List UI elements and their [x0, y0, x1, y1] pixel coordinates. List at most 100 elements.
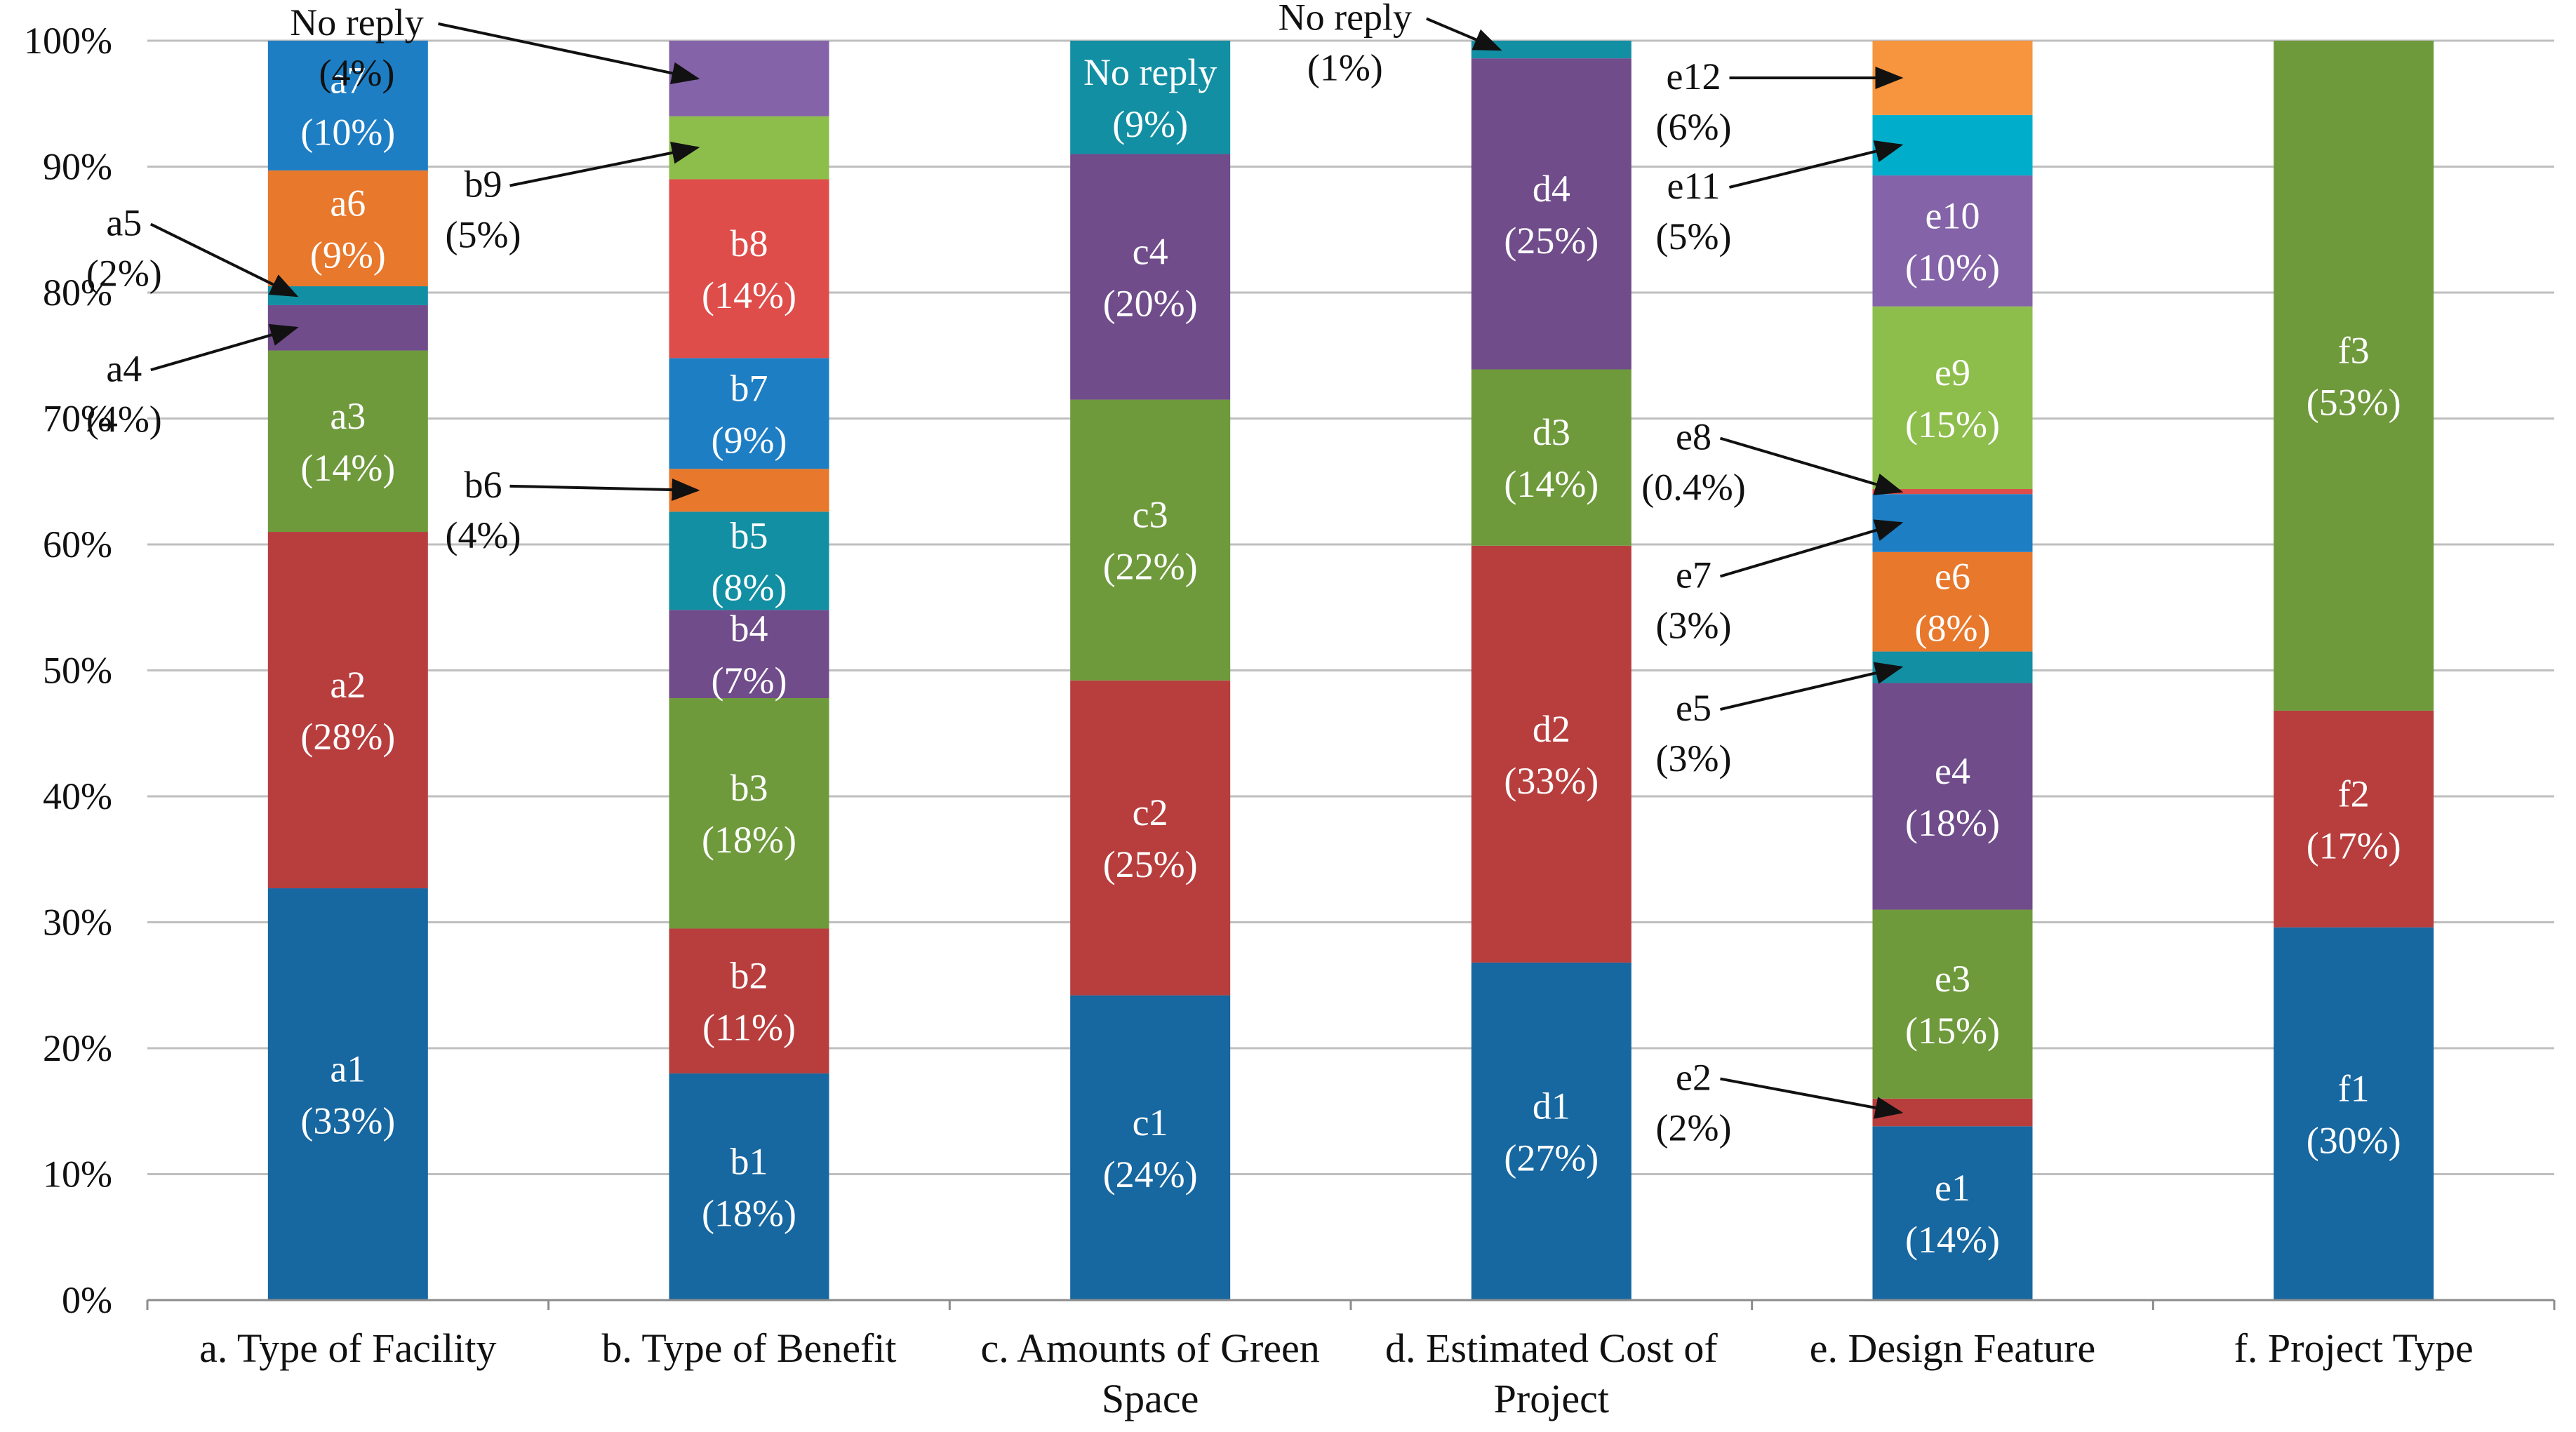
callout-name-label: No reply: [1279, 0, 1412, 39]
category-label: b. Type of Benefit: [601, 1325, 896, 1371]
callout-name-label: b6: [465, 464, 502, 506]
callout-name-label: e12: [1667, 55, 1721, 98]
bar-segment: [1471, 41, 1631, 59]
bar-segment: [669, 358, 829, 469]
callout-percent-label: (4%): [446, 514, 521, 556]
segment-percent-label: (22%): [1103, 546, 1198, 588]
callout-name-label: No reply: [290, 1, 423, 44]
callout-name-label: e8: [1676, 416, 1711, 458]
callout-arrow: [1720, 1077, 1904, 1119]
gridlines: [147, 39, 2554, 1175]
bar-segment: [1872, 1126, 2033, 1300]
bar-segment: [1070, 995, 1231, 1300]
bar-stack: b1 (18%) b2 (11%) b3 (18%) b4 (7%) b5 (8%) b7 (9%) b…: [669, 41, 829, 1300]
segment-name-label: a7: [330, 59, 366, 101]
segment-percent-label: (24%): [1103, 1153, 1198, 1196]
segment-name-label: a6: [330, 182, 366, 224]
callout-annotation: e8 (0.4%): [1641, 416, 1904, 509]
y-tick-label: 30%: [43, 902, 112, 944]
callout-percent-label: (2%): [86, 252, 162, 294]
bar-segment: [1070, 399, 1231, 681]
bar-segment: [1070, 680, 1231, 996]
segment-name-label: e1: [1935, 1167, 1970, 1209]
bar-segment: [669, 610, 829, 698]
bar-segment: [1471, 369, 1631, 546]
callout-percent-label: (3%): [1656, 604, 1732, 646]
callout-name-label: e7: [1676, 554, 1711, 596]
segment-percent-label: (14%): [1504, 463, 1599, 505]
callout-name-label: e5: [1676, 687, 1711, 729]
callout-arrow: [438, 22, 700, 85]
segment-percent-label: (18%): [702, 819, 796, 861]
callout-arrow: [1729, 140, 1904, 189]
segment-name-label: d3: [1533, 411, 1570, 453]
callout-percent-label: (3%): [1656, 737, 1732, 779]
callout-annotation: No reply (4%): [290, 1, 700, 94]
segment-percent-label: (11%): [702, 1007, 796, 1049]
segment-percent-label: (18%): [702, 1192, 796, 1234]
segment-percent-label: (53%): [2307, 381, 2401, 423]
segment-percent-label: (27%): [1504, 1137, 1599, 1179]
segment-name-label: b2: [730, 955, 768, 997]
callout-name-label: a5: [106, 201, 142, 243]
y-tick-label: 80%: [43, 272, 112, 314]
bar-segment: [669, 511, 829, 610]
segment-name-label: e6: [1935, 556, 1970, 598]
bar-segment: [669, 697, 829, 929]
bar-stack: f1 (30%) f2 (17%) f3 (53%): [2274, 41, 2434, 1300]
segment-name-label: a3: [330, 395, 366, 437]
segment-percent-label: (9%): [310, 234, 386, 276]
bar-segment: [1872, 551, 2033, 652]
bar-segment: [2274, 710, 2434, 928]
bar-segment: [1471, 962, 1631, 1300]
segment-name-label: f3: [2338, 329, 2370, 371]
category-label: f. Project Type: [2234, 1325, 2474, 1371]
bar-segment: [669, 179, 829, 359]
bar-segment: [1872, 306, 2033, 490]
callout-annotation: e11 (5%): [1656, 140, 1904, 257]
bar-segment: [267, 170, 428, 287]
segment-percent-label: (18%): [1905, 802, 2000, 844]
segment-name-label: b1: [730, 1140, 768, 1182]
segment-name-label: b4: [730, 608, 768, 650]
callout-percent-label: (6%): [1656, 106, 1732, 148]
segment-name-label: e10: [1926, 194, 1980, 236]
bar-segment: [2274, 41, 2434, 711]
segment-percent-label: (7%): [712, 660, 787, 702]
segment-name-label: c4: [1133, 231, 1168, 273]
callout-annotation: a4 (4%): [86, 323, 299, 440]
segment-percent-label: (14%): [1905, 1219, 2000, 1261]
bar-stack: c1 (24%) c2 (25%) c3 (22%) c4 (20%) No reply (9%): [1070, 41, 1231, 1300]
callout-name-label: e2: [1676, 1057, 1711, 1099]
y-tick-label: 50%: [43, 650, 112, 692]
bar-segment: [2274, 927, 2434, 1300]
callout-percent-label: (1%): [1307, 47, 1383, 89]
callout-name-label: b9: [465, 163, 502, 206]
segment-name-label: c1: [1133, 1102, 1168, 1144]
callout-annotation: No reply (1%): [1279, 0, 1502, 89]
segment-percent-label: (15%): [1905, 403, 2000, 446]
segment-name-label: b8: [730, 222, 768, 265]
y-tick-label: 70%: [43, 398, 112, 440]
callout-annotation: a5 (2%): [86, 201, 299, 297]
y-tick-label: 90%: [43, 146, 112, 188]
segment-name-label: c3: [1133, 494, 1168, 536]
callout-arrow: [509, 142, 700, 187]
bar-segment: [669, 928, 829, 1073]
segment-percent-label: (33%): [1504, 760, 1599, 802]
segment-percent-label: (33%): [300, 1100, 395, 1142]
bar-segment: [1070, 41, 1231, 154]
category-label: c. Amounts of Green Space: [981, 1325, 1320, 1421]
segment-percent-label: (25%): [1504, 220, 1599, 262]
callout-percent-label: (5%): [1656, 215, 1732, 257]
bar-stack: e1 (14%) e3 (15%) e4 (18%) e6 (8%) e9 (15%) e10 (10…: [1872, 41, 2033, 1300]
bar-segment: [267, 888, 428, 1300]
callout-annotation: e12 (6%): [1656, 55, 1904, 148]
category-label: a. Type of Facility: [199, 1325, 496, 1371]
callout-percent-label: (5%): [446, 214, 521, 256]
bar-segment: [1471, 58, 1631, 370]
segment-percent-label: (17%): [2307, 824, 2401, 866]
segment-percent-label: (25%): [1103, 843, 1198, 885]
callout-annotation: e7 (3%): [1656, 519, 1904, 646]
